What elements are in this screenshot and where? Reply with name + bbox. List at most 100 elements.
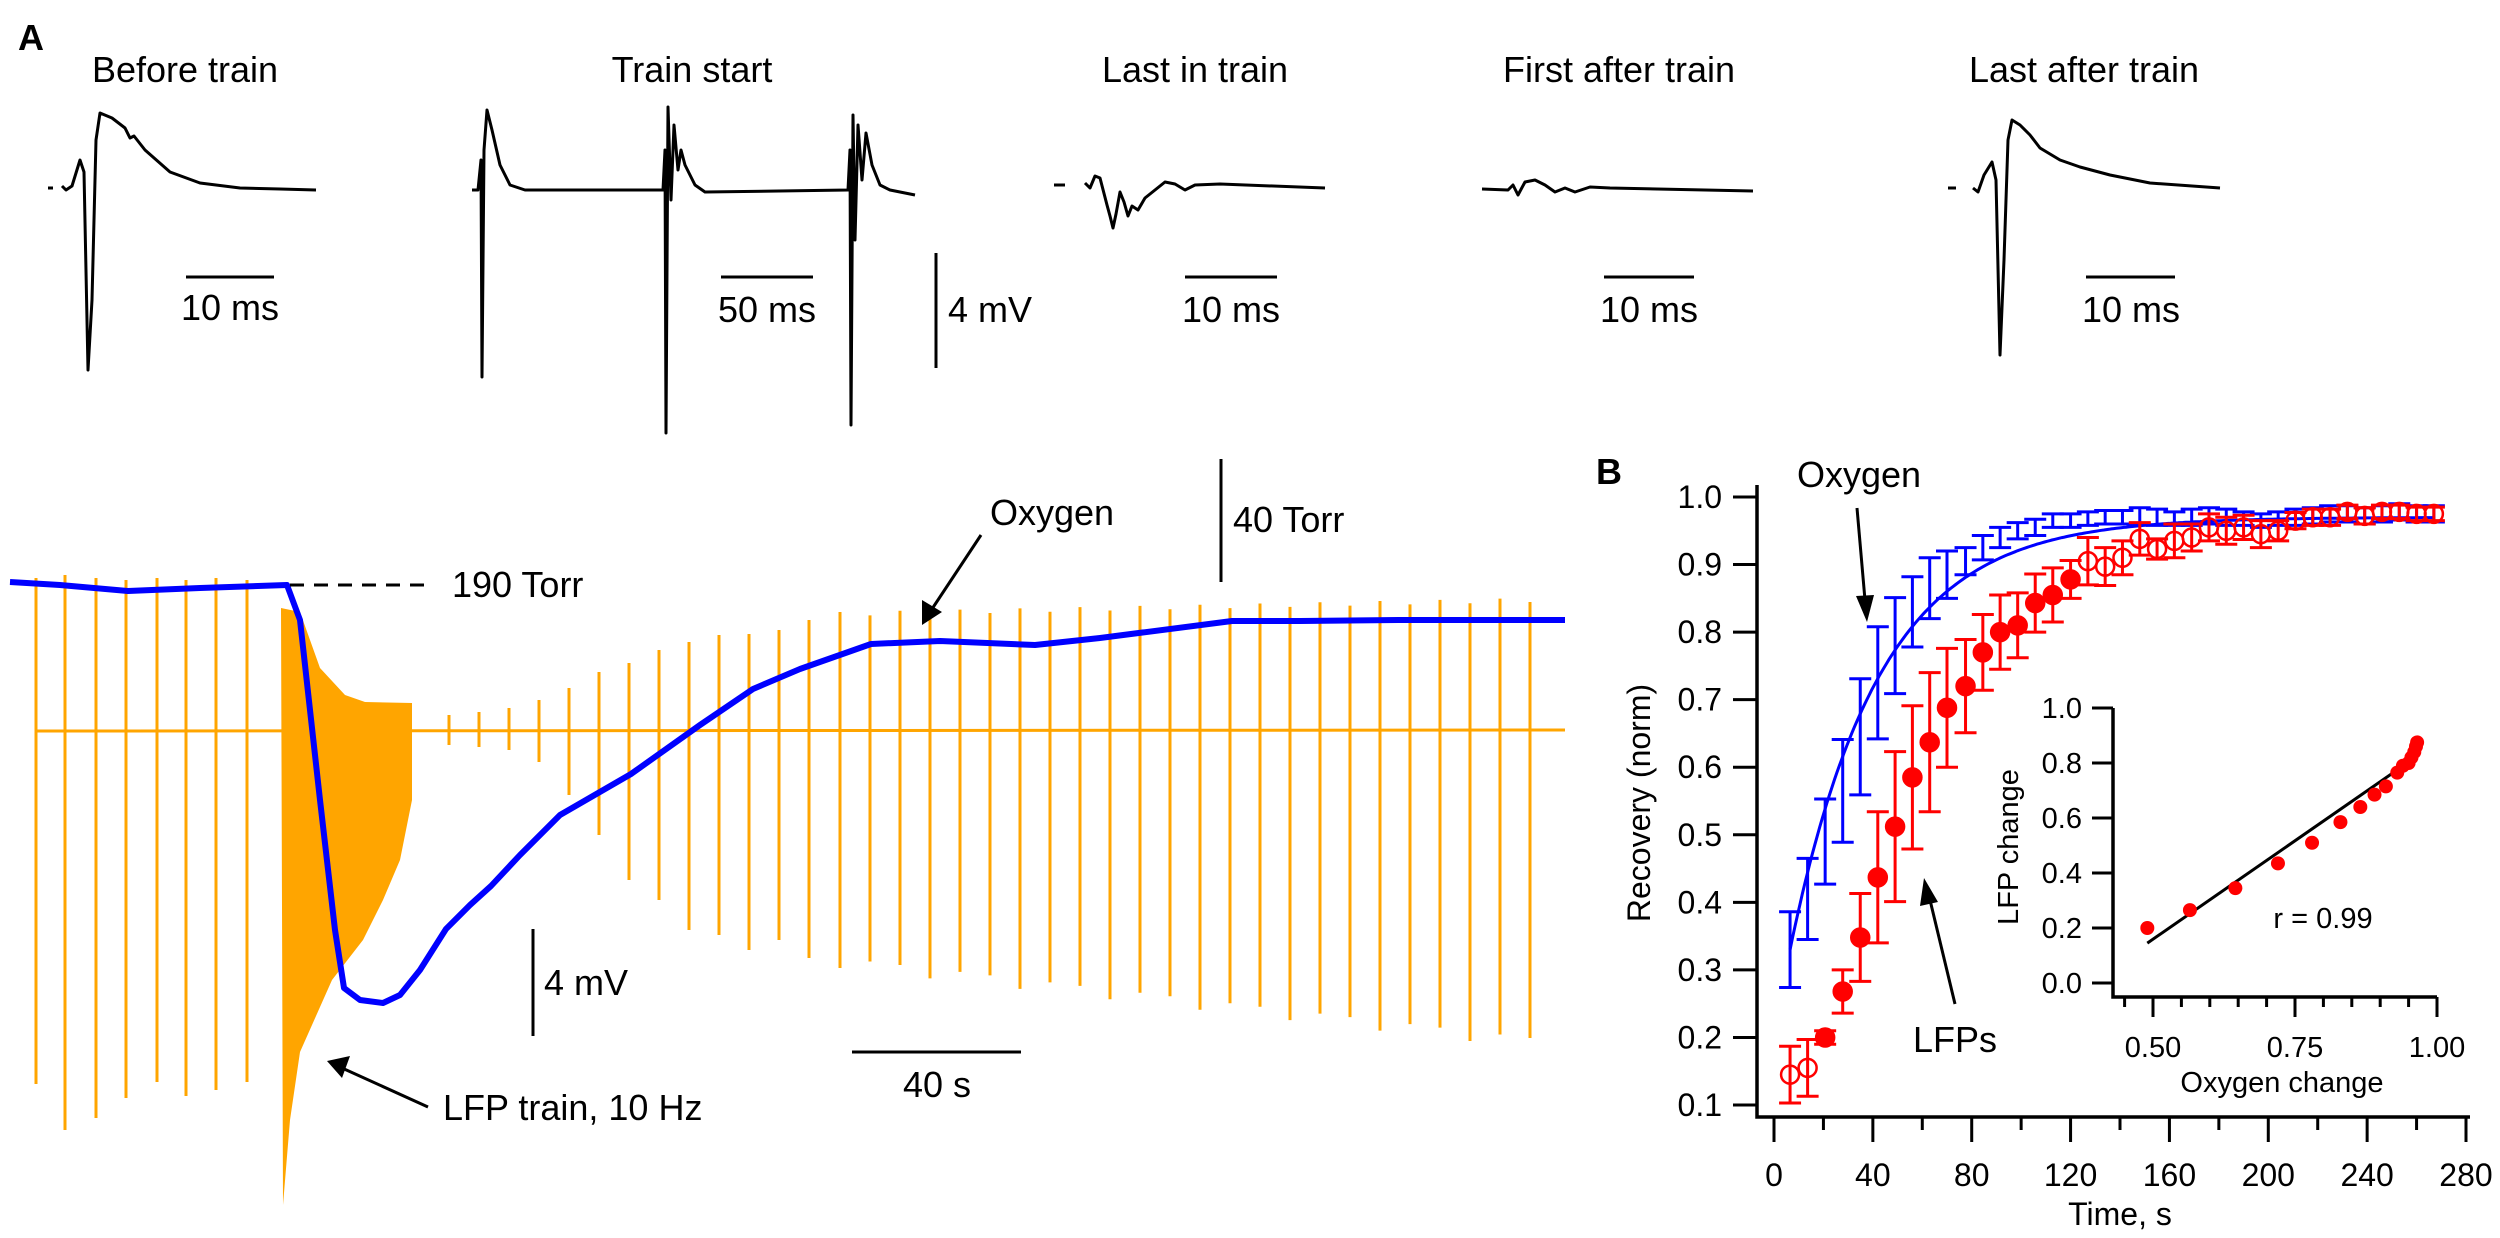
- lfp-data-point: [2388, 501, 2411, 523]
- inset-x-label: Oxygen change: [2180, 1067, 2383, 1099]
- oxygen-label: Oxygen: [990, 492, 1114, 533]
- recovery-y-label: Recovery (norm): [1621, 684, 1657, 922]
- inset-data-point: [2182, 903, 2197, 918]
- scale-label-40s: 40 s: [903, 1064, 971, 1105]
- recovery-y-tick-label: 0.8: [1678, 614, 1722, 650]
- lfp-marker-open: [2094, 556, 2116, 577]
- sweep-trace-last-in-train: [1054, 174, 1326, 230]
- scale-label-40torr: 40 Torr: [1233, 499, 1344, 540]
- inset-y-tick-label: 1.0: [2042, 693, 2082, 725]
- inset-correlation-annotation: r = 0.99: [2273, 903, 2372, 935]
- oxygen-arrow-line: [928, 534, 983, 613]
- sweep-title-before-train: Before train: [92, 49, 278, 90]
- lfp-data-point: [1866, 810, 1889, 945]
- oxygen-data-point: [1849, 677, 1872, 797]
- scale-label-10ms-1: 10 ms: [181, 287, 279, 328]
- baseline-label: 190 Torr: [452, 564, 583, 605]
- lfp-data-point: [1971, 613, 1994, 692]
- inset-data-point: [2410, 735, 2425, 750]
- inset-data-point: [2378, 779, 2393, 794]
- recovery-x-tick-label: 200: [2242, 1157, 2295, 1193]
- recovery-y-ticks: 0.1 0.2 0.3 0.4 0.5 0.6 0.7 0.8 0.9 1.0: [1678, 479, 1757, 1123]
- inset-data-point: [2305, 835, 2320, 850]
- inset-correlation-chart: 0.50 0.75 1.00 0.0 0.2 0.4 0.6 0.8 1.0 Oxygen c…: [1993, 693, 2465, 1099]
- recovery-x-tick-label: 80: [1954, 1157, 1990, 1193]
- oxygen-data-point: [1989, 525, 2012, 550]
- scale-label-50ms: 50 ms: [718, 289, 816, 330]
- inset-data-point: [2353, 800, 2368, 814]
- lfp-marker-filled: [1832, 981, 1853, 1002]
- inset-points: [2140, 735, 2425, 945]
- lfp-data-point: [1936, 646, 1958, 769]
- lfp-marker-filled: [1850, 927, 1871, 948]
- recovery-x-tick-label: 240: [2340, 1157, 2393, 1193]
- oxygen-annotation-arrow-head-icon: [1856, 595, 1874, 622]
- scale-label-4mv-recording: 4 mV: [544, 962, 628, 1003]
- lfp-marker-filled: [1902, 767, 1923, 788]
- lfp-marker-open: [2077, 550, 2099, 572]
- inset-x-tick-label: 1.00: [2409, 1032, 2465, 1064]
- lfp-data-point: [1796, 1037, 1819, 1098]
- lfp-baseline: [35, 728, 1566, 733]
- lfp-marker-open: [2198, 517, 2220, 538]
- scale-label-4mv-sweep: 4 mV: [948, 289, 1032, 330]
- lfp-data-point: [2041, 566, 2064, 624]
- inset-y-label: LFP change: [1993, 769, 2025, 925]
- oxygen-data-point: [2024, 517, 2047, 538]
- lfp-marker-filled: [1989, 621, 2011, 643]
- recovery-x-ticks: 0 40 80 120 160 200 240 280: [1765, 1117, 2493, 1193]
- recovery-y-tick-label: 0.2: [1678, 1019, 1722, 1055]
- oxygen-data-point: [2006, 521, 2029, 541]
- lfp-marker-open: [2302, 507, 2324, 528]
- lfp-marker-filled: [1955, 675, 1976, 697]
- lfp-marker-open: [2164, 530, 2185, 552]
- lfps-annotation-arrow-line: [1928, 899, 1957, 1005]
- sweep-title-last-in-train: Last in train: [1102, 49, 1288, 90]
- lfp-marker-open: [2267, 520, 2289, 542]
- inset-data-point: [2140, 921, 2155, 935]
- lfp-data-point: [2284, 510, 2307, 531]
- recovery-y-tick-label: 0.3: [1678, 952, 1722, 988]
- oxygen-data-point: [1814, 797, 1837, 886]
- lfp-data-point: [2197, 512, 2220, 543]
- sweep-scale-bars: 10 ms 50 ms 4 mV 10 ms 10 ms 10 ms: [181, 253, 2180, 368]
- oxygen-data-point: [1831, 738, 1854, 844]
- recovery-x-tick-label: 40: [1855, 1157, 1891, 1193]
- lfp-data-point: [2422, 503, 2445, 525]
- scale-label-10ms-2: 10 ms: [1182, 289, 1280, 330]
- oxygen-data-point: [1884, 596, 1907, 696]
- sweep-trace-first-after-train: [1481, 178, 1754, 197]
- lfp-data-point: [1901, 704, 1924, 851]
- panel-a-label: A: [18, 17, 44, 58]
- lfp-data-point: [2094, 546, 2117, 587]
- lfp-marker-open: [2285, 510, 2306, 531]
- scale-label-10ms-4: 10 ms: [2082, 289, 2180, 330]
- inset-data-point: [2333, 815, 2348, 830]
- lfp-marker-filled: [1884, 816, 1906, 837]
- recovery-y-tick-label: 0.4: [1678, 884, 1722, 920]
- recovery-chart: 0 40 80 120 160 200 240 280 0.10.20.30.40.50.60…: [1621, 454, 2493, 1232]
- inset-y-tick-label: 0.2: [2042, 913, 2082, 945]
- oxygen-data-point: [1901, 575, 1924, 649]
- inset-x-ticks: 0.50 0.75 1.00: [2123, 997, 2465, 1064]
- recovery-y-tick-label: 0.7: [1678, 682, 1722, 718]
- oxygen-data-point: [2059, 512, 2082, 529]
- lfp-data-point: [1779, 1044, 1802, 1105]
- oxygen-data-point: [1779, 910, 1802, 989]
- inset-axes: [2111, 708, 2437, 999]
- recovery-y-tick-label: 1.0: [1678, 479, 1722, 515]
- sweep-trace-train-start: [472, 105, 916, 435]
- lfp-data-point: [2128, 521, 2151, 557]
- sweep-title-last-after-train: Last after train: [1969, 49, 2199, 90]
- oxygen-data-point: [1918, 556, 1941, 621]
- panel-b-label: B: [1596, 451, 1622, 492]
- train-label: LFP train, 10 Hz: [443, 1087, 702, 1128]
- inset-data-point: [2270, 856, 2285, 871]
- lfp-data-point: [1814, 1027, 1837, 1048]
- recovery-x-tick-label: 280: [2439, 1157, 2492, 1193]
- lfp-marker-open: [2337, 501, 2358, 523]
- inset-data-point: [2228, 881, 2243, 896]
- oxygen-data-point: [1796, 856, 1819, 941]
- oxygen-data-point: [1954, 546, 1977, 577]
- sweep-trace-before-train: [48, 111, 317, 372]
